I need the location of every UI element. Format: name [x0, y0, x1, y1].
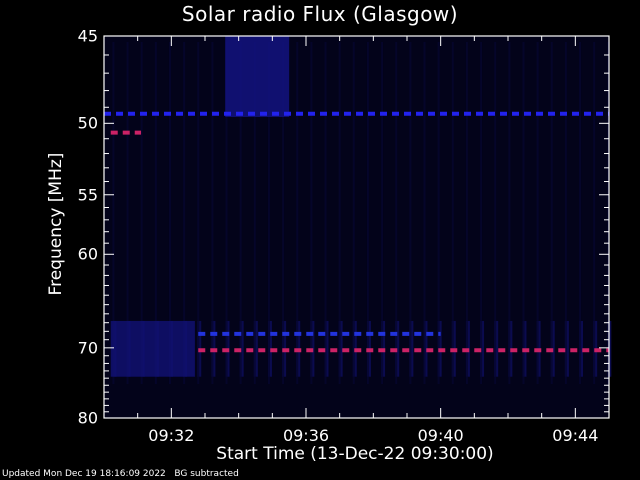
background-stripe: [494, 42, 497, 384]
x-tick-label: 09:32: [148, 426, 195, 445]
x-tick-label: 09:44: [552, 426, 599, 445]
background-stripe: [352, 42, 355, 384]
background-stripe: [465, 42, 468, 384]
y-tick-label: 80: [77, 408, 98, 428]
background-stripe: [225, 42, 228, 384]
background-stripe: [112, 42, 115, 384]
background-stripe: [423, 42, 426, 384]
footer-status: Updated Mon Dec 19 18:16:09 2022 BG subt…: [2, 469, 239, 479]
background-stripe: [126, 42, 129, 384]
chart-title: Solar radio Flux (Glasgow): [181, 2, 459, 26]
background-stripe: [522, 42, 525, 384]
background-stripe: [536, 42, 539, 384]
background-stripe: [324, 42, 327, 384]
x-axis-label: Start Time (13-Dec-22 09:30:00): [216, 444, 494, 464]
background-stripe: [140, 42, 143, 384]
emission-block-5: [225, 36, 290, 117]
y-tick-label: 50: [77, 113, 98, 133]
background-stripe: [338, 42, 341, 384]
background-stripe: [395, 42, 398, 384]
background-stripe: [607, 42, 610, 384]
background-stripe: [296, 42, 299, 384]
footer-updated: Updated Mon Dec 19 18:16:09 2022: [2, 469, 166, 479]
background-stripe: [593, 42, 596, 384]
y-tick-label: 45: [77, 26, 98, 46]
emission-block-4: [110, 320, 195, 377]
background-stripe: [211, 42, 214, 384]
background-stripe: [409, 42, 412, 384]
background-stripe: [508, 42, 511, 384]
y-tick-label: 70: [77, 338, 98, 358]
y-tick-label: 55: [77, 185, 98, 205]
x-tick-label: 09:36: [282, 426, 330, 445]
background-stripe: [381, 42, 384, 384]
background-stripe: [197, 42, 200, 384]
background-stripe: [451, 42, 454, 384]
background-stripe: [282, 42, 285, 384]
background-stripe: [239, 42, 242, 384]
background-stripe: [267, 42, 270, 384]
background-stripe: [579, 42, 582, 384]
y-tick-label: 60: [77, 244, 98, 264]
background-stripe: [437, 42, 440, 384]
background-stripe: [183, 42, 186, 384]
x-tick-label: 09:40: [417, 426, 464, 445]
background-stripe: [310, 42, 313, 384]
background-stripe: [480, 42, 483, 384]
background-stripe: [168, 42, 171, 384]
background-stripe: [253, 42, 256, 384]
background-stripe: [154, 42, 157, 384]
background-stripe: [564, 42, 567, 384]
footer-note: BG subtracted: [174, 469, 239, 479]
background-stripe: [366, 42, 369, 384]
background-stripe: [550, 42, 553, 384]
plot-frame: [103, 35, 610, 419]
